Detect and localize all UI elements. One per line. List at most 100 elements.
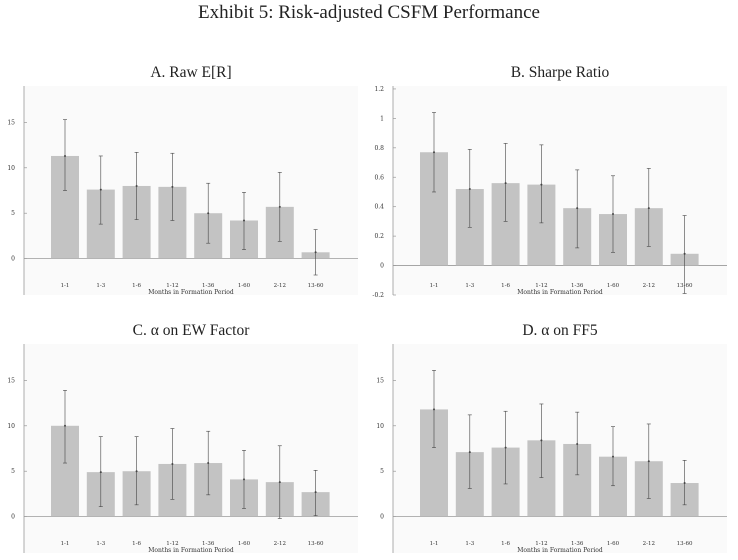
x-tick-label: 1-1: [61, 283, 70, 289]
x-axis-label: Months in Formation Period: [148, 289, 234, 296]
y-tick-label: 15: [7, 377, 15, 384]
point-estimate: [243, 478, 245, 481]
x-tick-label: 1-1: [430, 541, 439, 547]
x-tick-label: 13-60: [677, 283, 693, 289]
panel-title: A. Raw E[R]: [150, 64, 231, 81]
x-tick-label: 2-12: [274, 541, 286, 547]
x-tick-label: 1-6: [132, 541, 141, 547]
point-estimate: [171, 462, 174, 465]
y-tick-label: 5: [11, 210, 15, 217]
y-tick-label: 10: [7, 423, 15, 430]
x-tick-label: 1-60: [607, 541, 620, 547]
panel-raw-er: A. Raw E[R] 0 5 10 15 1-1 1-3 1-6 1-12 1-36 1-60 2-…: [0, 58, 369, 302]
point-estimate: [433, 408, 435, 411]
x-tick-label: 1-12: [166, 541, 178, 547]
panel-alpha-ew: C. α on EW Factor 0 5 10 15 1-1 1-3 1-6 1-12 1-36…: [0, 316, 369, 560]
point-estimate: [314, 491, 317, 494]
point-estimate: [612, 213, 614, 216]
x-tick-label: 1-6: [501, 283, 510, 289]
point-estimate: [99, 471, 102, 474]
panel-alpha-ff5: D. α on FF5 0 5 10 15 1-1 1-3 1-6 1-12 1-36 1-60 2-…: [369, 316, 738, 560]
point-estimate: [504, 446, 507, 449]
x-tick-label: 1-60: [607, 283, 620, 289]
x-tick-label: 1-3: [96, 541, 105, 547]
x-tick-label: 2-12: [643, 283, 655, 289]
point-estimate: [540, 439, 543, 442]
plot-area: [393, 344, 727, 553]
y-tick-label: 0: [380, 514, 384, 521]
point-estimate: [99, 188, 102, 191]
y-tick-label: 5: [11, 468, 15, 475]
y-tick-label: 1.2: [374, 86, 384, 93]
panel-title: D. α on FF5: [522, 322, 598, 339]
point-estimate: [612, 455, 614, 458]
panel-title: C. α on EW Factor: [133, 322, 251, 339]
point-estimate: [504, 182, 507, 185]
point-estimate: [314, 251, 317, 254]
x-axis-label: Months in Formation Period: [517, 289, 603, 296]
y-tick-label: 10: [376, 423, 384, 430]
point-estimate: [683, 252, 686, 255]
y-tick-label: -0.2: [372, 292, 384, 299]
x-axis-label: Months in Formation Period: [517, 547, 603, 554]
chart-alpha-ew: C. α on EW Factor 0 5 10 15 1-1 1-3 1-6 1-12 1-36…: [7, 322, 358, 554]
x-tick-label: 1-12: [166, 283, 178, 289]
point-estimate: [207, 212, 210, 215]
point-estimate: [64, 154, 66, 157]
x-tick-label: 1-60: [238, 283, 251, 289]
x-tick-label: 1-12: [535, 541, 547, 547]
x-tick-label: 1-3: [465, 541, 474, 547]
y-tick-label: 0: [380, 263, 384, 270]
y-tick-label: 15: [7, 119, 15, 126]
y-tick-label: 1: [380, 115, 384, 122]
x-tick-label: 13-60: [308, 541, 324, 547]
exhibit-title: Exhibit 5: Risk-adjusted CSFM Performanc…: [198, 2, 540, 23]
y-tick-label: 10: [7, 165, 15, 172]
panel-title: B. Sharpe Ratio: [511, 64, 610, 81]
point-estimate: [540, 183, 543, 186]
point-estimate: [683, 482, 686, 485]
x-tick-label: 1-1: [61, 541, 70, 547]
y-tick-label: 5: [380, 468, 384, 475]
point-estimate: [171, 185, 174, 188]
x-tick-label: 2-12: [643, 541, 655, 547]
point-estimate: [135, 184, 138, 187]
x-tick-label: 1-6: [132, 283, 141, 289]
plot-area: [24, 344, 358, 553]
point-estimate: [468, 188, 471, 191]
y-tick-label: 0.2: [374, 233, 384, 240]
point-estimate: [576, 442, 579, 445]
x-tick-label: 1-36: [571, 541, 584, 547]
point-estimate: [468, 451, 471, 454]
chart-alpha-ff5: D. α on FF5 0 5 10 15 1-1 1-3 1-6 1-12 1-36 1-60 2-…: [376, 322, 727, 554]
x-tick-label: 1-1: [430, 283, 439, 289]
point-estimate: [647, 460, 650, 463]
x-tick-label: 13-60: [677, 541, 693, 547]
point-estimate: [278, 205, 281, 208]
x-tick-label: 1-3: [465, 283, 474, 289]
x-tick-label: 1-6: [501, 541, 510, 547]
point-estimate: [135, 470, 138, 473]
y-tick-label: 0: [11, 514, 15, 521]
y-tick-label: 15: [376, 377, 384, 384]
x-tick-label: 1-60: [238, 541, 251, 547]
chart-sharpe-ratio: B. Sharpe Ratio -0.2 0 0.2 0.4 0.6 0.8 1 1.2 1-1 1…: [372, 64, 727, 299]
y-tick-label: 0.8: [374, 145, 384, 152]
point-estimate: [243, 219, 245, 222]
y-tick-label: 0.4: [374, 204, 384, 211]
point-estimate: [207, 462, 210, 465]
x-tick-label: 2-12: [274, 283, 286, 289]
point-estimate: [576, 207, 579, 210]
x-tick-label: 1-36: [571, 283, 584, 289]
point-estimate: [278, 481, 281, 484]
point-estimate: [647, 207, 650, 210]
point-estimate: [64, 424, 66, 427]
x-tick-label: 1-36: [202, 541, 215, 547]
chart-raw-er: A. Raw E[R] 0 5 10 15 1-1 1-3 1-6 1-12 1-36 1-60 2-…: [7, 64, 358, 296]
x-tick-label: 1-3: [96, 283, 105, 289]
x-tick-label: 1-36: [202, 283, 215, 289]
x-tick-label: 1-12: [535, 283, 547, 289]
x-axis-label: Months in Formation Period: [148, 547, 234, 554]
x-tick-label: 13-60: [308, 283, 324, 289]
y-tick-label: 0.6: [374, 174, 384, 181]
